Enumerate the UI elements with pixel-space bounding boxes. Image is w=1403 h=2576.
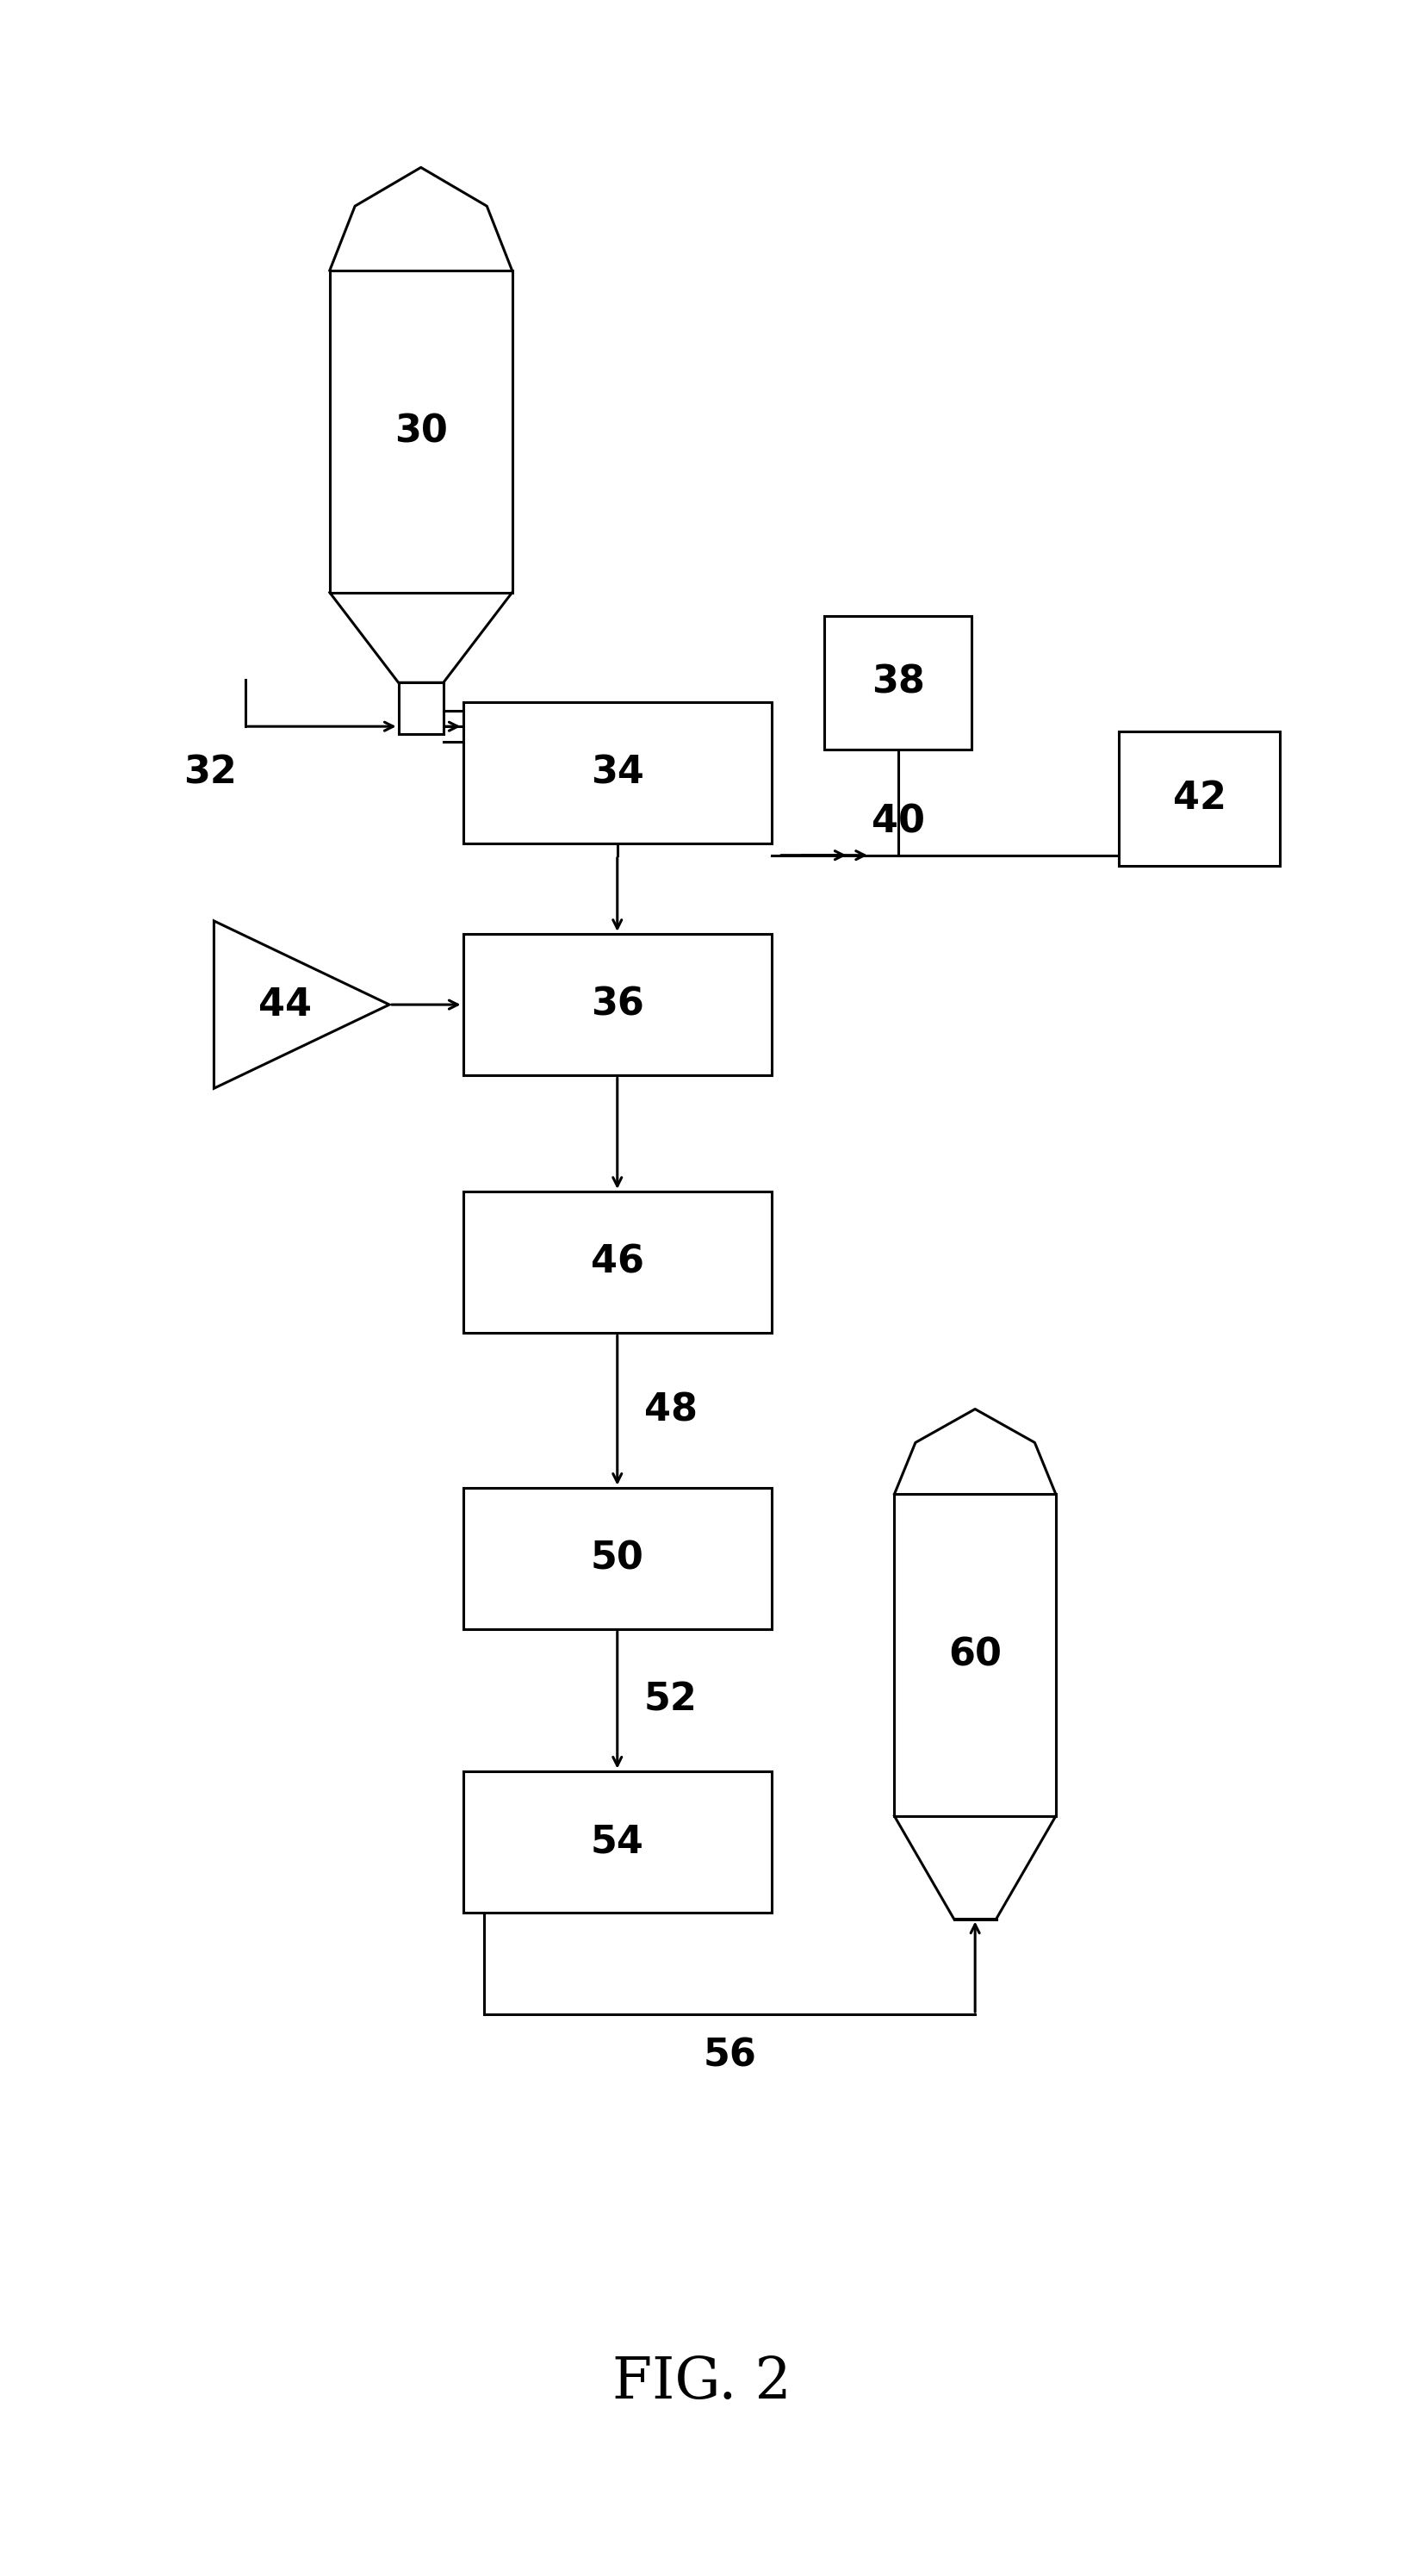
Text: 44: 44	[258, 987, 311, 1023]
Text: 34: 34	[591, 755, 644, 791]
Bar	[463, 1489, 772, 1631]
Text: 42: 42	[1173, 781, 1226, 817]
Text: 38: 38	[871, 665, 925, 701]
Bar	[463, 935, 772, 1077]
Text: 36: 36	[591, 987, 644, 1023]
Bar	[398, 683, 443, 734]
Bar	[463, 1190, 772, 1334]
Text: FIG. 2: FIG. 2	[612, 2354, 791, 2411]
Text: 54: 54	[591, 1824, 644, 1860]
Text: 46: 46	[591, 1244, 644, 1280]
Text: 60: 60	[948, 1636, 1002, 1674]
Text: 52: 52	[644, 1682, 697, 1718]
Text: 56: 56	[703, 2038, 756, 2074]
Bar	[463, 1772, 772, 1911]
Text: 40: 40	[871, 804, 925, 840]
Bar	[895, 1494, 1055, 1816]
Bar	[1120, 732, 1280, 866]
Bar	[463, 703, 772, 845]
Text: 30: 30	[394, 412, 448, 451]
Text: 50: 50	[591, 1540, 644, 1577]
Polygon shape	[213, 922, 389, 1087]
Text: 32: 32	[184, 755, 237, 791]
Bar	[824, 616, 971, 750]
Bar	[330, 270, 512, 592]
Text: 48: 48	[644, 1391, 697, 1430]
